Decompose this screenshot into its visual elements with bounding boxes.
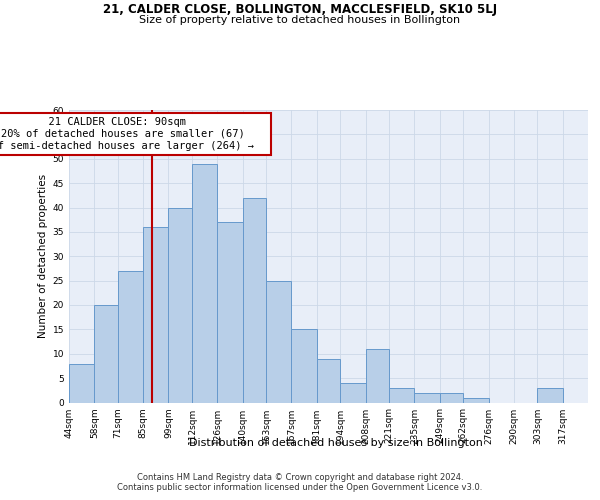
Bar [266, 280, 292, 402]
Bar [217, 222, 242, 402]
Text: Contains HM Land Registry data © Crown copyright and database right 2024.: Contains HM Land Registry data © Crown c… [137, 472, 463, 482]
Text: Size of property relative to detached houses in Bollington: Size of property relative to detached ho… [139, 15, 461, 25]
Bar [292, 330, 317, 402]
Bar [242, 198, 266, 402]
Text: Distribution of detached houses by size in Bollington: Distribution of detached houses by size … [189, 438, 483, 448]
Bar [192, 164, 217, 402]
Y-axis label: Number of detached properties: Number of detached properties [38, 174, 49, 338]
Bar [365, 349, 389, 403]
Text: Contains public sector information licensed under the Open Government Licence v3: Contains public sector information licen… [118, 484, 482, 492]
Bar [538, 388, 563, 402]
Bar [317, 358, 340, 403]
Bar [340, 383, 365, 402]
Bar [143, 227, 169, 402]
Bar [389, 388, 415, 402]
Text: 21 CALDER CLOSE: 90sqm
  ← 20% of detached houses are smaller (67)
  79% of semi: 21 CALDER CLOSE: 90sqm ← 20% of detached… [0, 118, 267, 150]
Text: 21, CALDER CLOSE, BOLLINGTON, MACCLESFIELD, SK10 5LJ: 21, CALDER CLOSE, BOLLINGTON, MACCLESFIE… [103, 2, 497, 16]
Bar [118, 271, 143, 402]
Bar [415, 393, 440, 402]
Bar [440, 393, 463, 402]
Bar [169, 208, 192, 402]
Bar [94, 305, 118, 402]
Bar [463, 398, 488, 402]
Bar [69, 364, 94, 403]
